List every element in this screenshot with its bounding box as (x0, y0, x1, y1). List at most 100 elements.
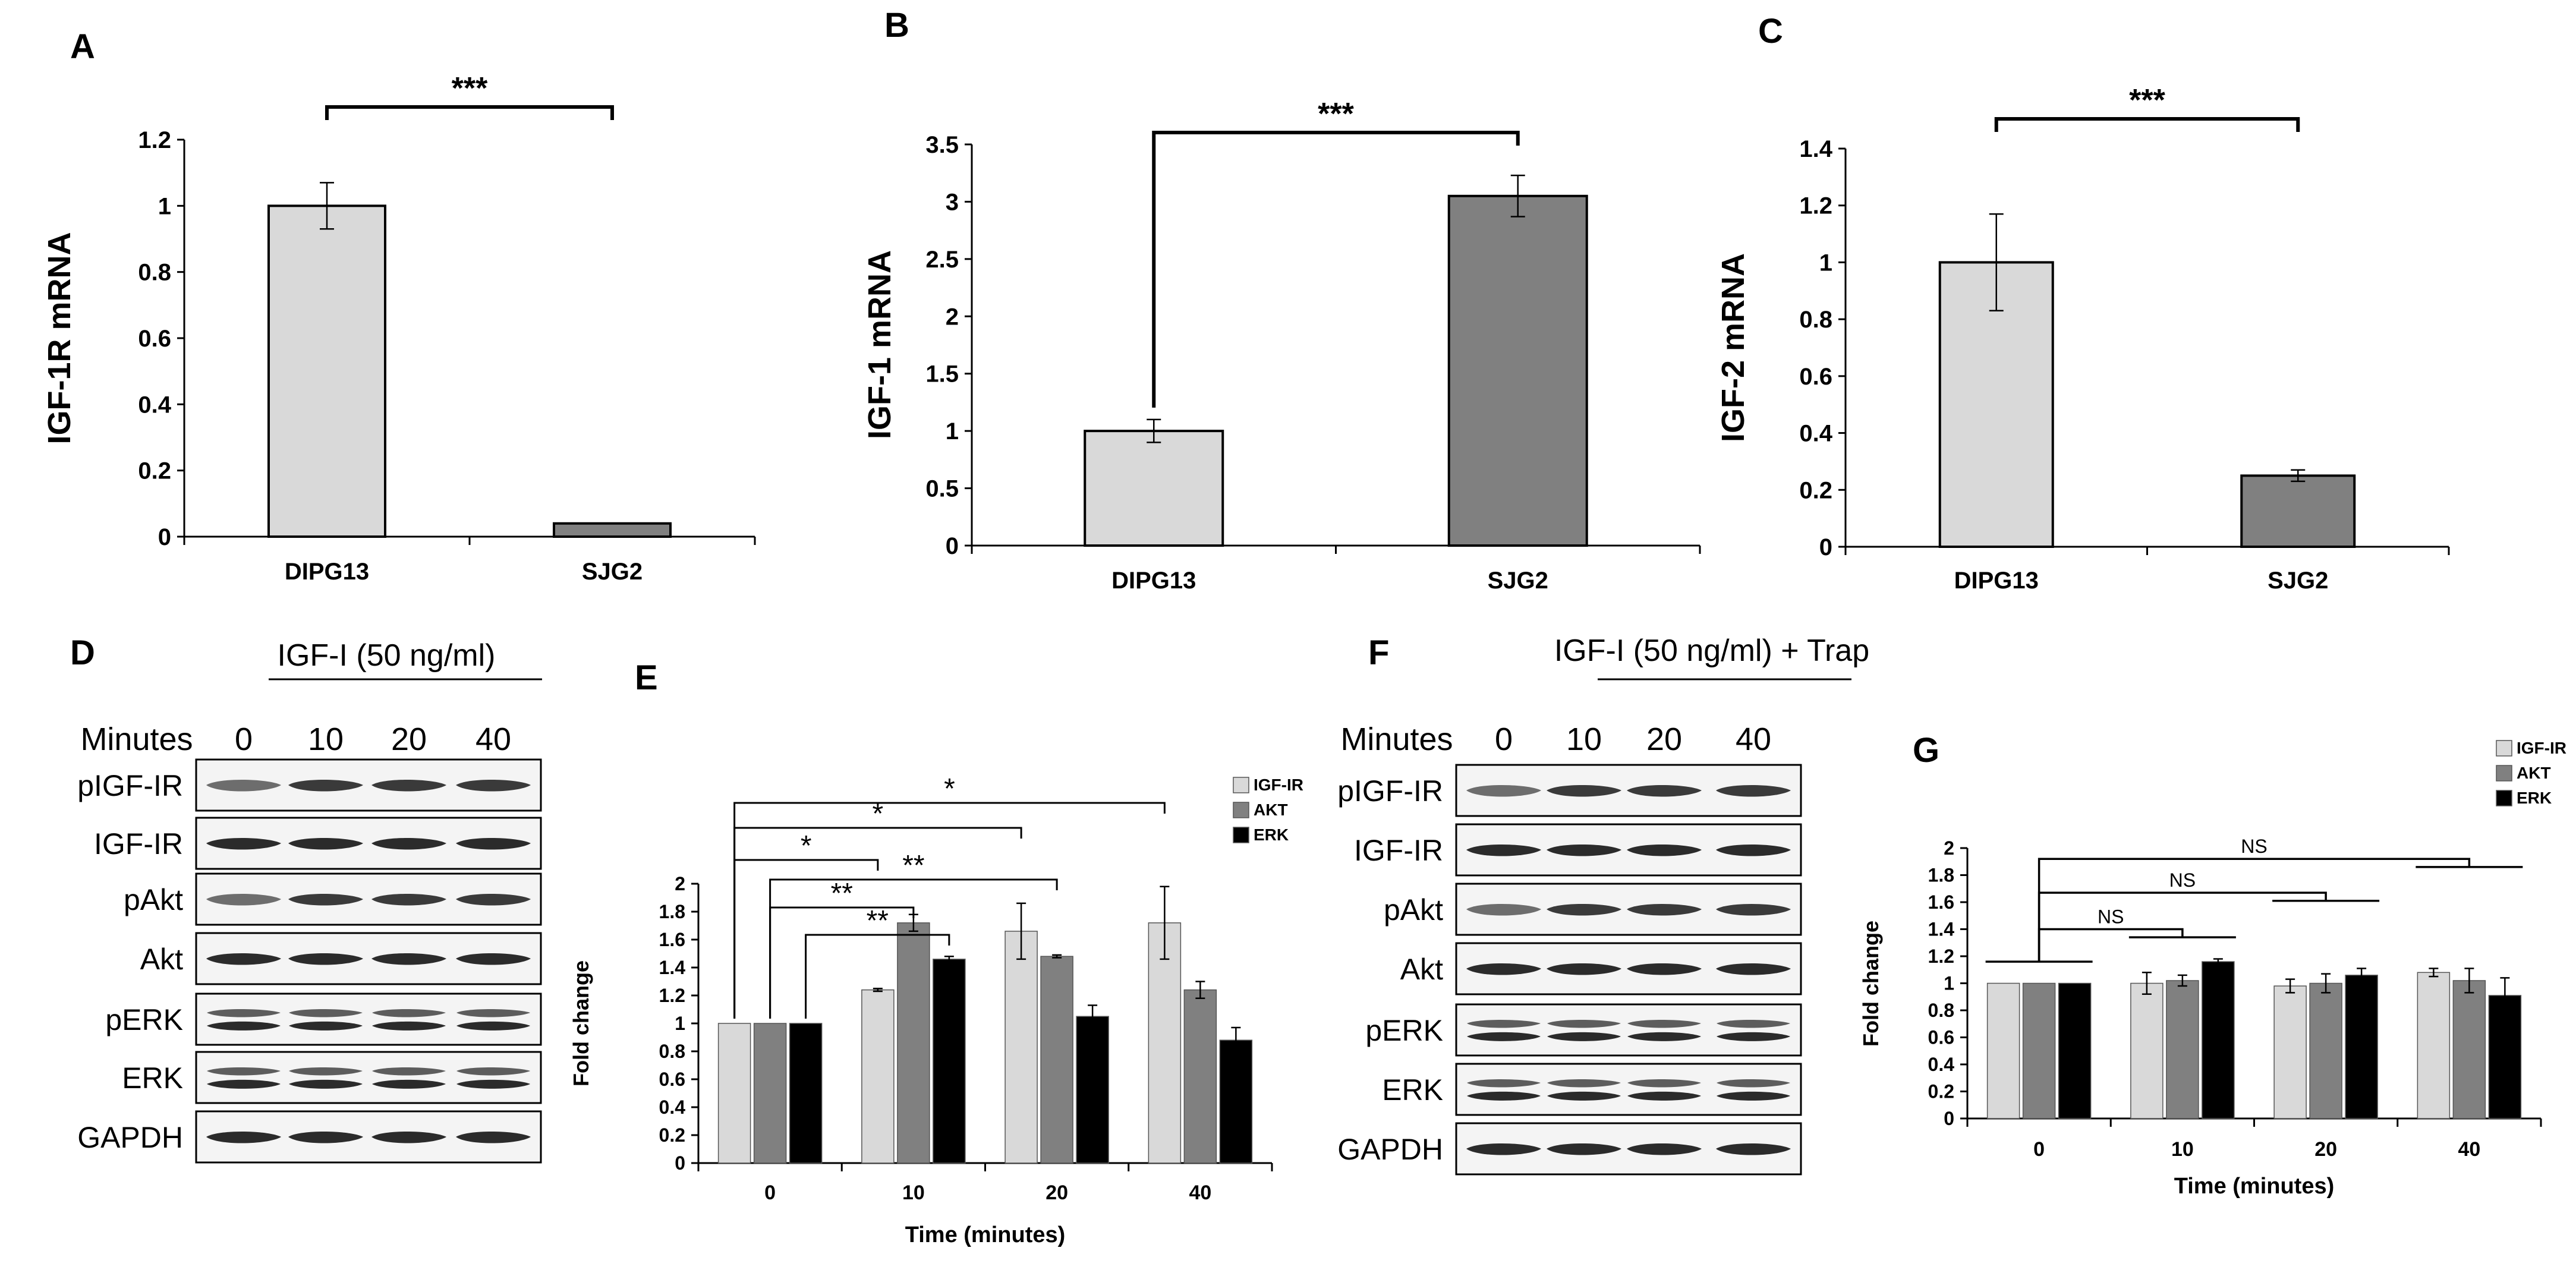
y-tick-label: 0.6 (138, 326, 171, 352)
blot-band (456, 893, 531, 906)
blot-band (1627, 963, 1702, 975)
y-axis-label: IGF-2 mRNA (1715, 253, 1751, 442)
y-tick-label: 0.8 (138, 260, 171, 286)
protein-label: pIGF-IR (77, 769, 183, 802)
blot-band (372, 1067, 446, 1076)
blot-band (1466, 903, 1541, 916)
y-axis-label: Fold change (1859, 921, 1883, 1047)
blot-band (1547, 1019, 1621, 1028)
blot-band (1627, 1079, 1701, 1088)
y-tick-label: 1 (675, 1013, 685, 1034)
y-tick-label: 0.4 (138, 392, 171, 418)
timepoint-label: 10 (308, 721, 344, 757)
bar-erk-10 (933, 959, 966, 1164)
y-tick-label: 1.4 (659, 957, 686, 978)
legend-swatch-erk (2496, 790, 2512, 806)
significance-label: *** (452, 71, 488, 106)
y-axis-label: IGF-1R mRNA (42, 232, 77, 444)
blot-band (456, 953, 531, 965)
treatment-label: IGF-I (50 ng/ml) + Trap (1554, 634, 1869, 668)
blot-band (1717, 1019, 1790, 1028)
y-tick-label: 0.8 (659, 1041, 685, 1062)
bar-erk-0 (789, 1023, 823, 1164)
bar-erk-20 (1076, 1016, 1109, 1164)
minutes-label: Minutes (1340, 721, 1453, 757)
y-tick-label: 1.2 (138, 127, 171, 153)
blot-band (1627, 784, 1702, 797)
significance-label: NS (2241, 836, 2267, 857)
significance-bracket (1994, 117, 2300, 132)
blot-band (1627, 1032, 1701, 1041)
blot-band (1717, 1091, 1790, 1101)
blot-band (456, 1009, 530, 1017)
y-tick-label: 0 (946, 533, 959, 559)
y-tick-label: 0.5 (925, 476, 959, 502)
significance-bracket (733, 859, 879, 1019)
treatment-label: IGF-I (50 ng/ml) (278, 638, 496, 673)
panel-label-g: G (1913, 731, 1939, 770)
y-tick-label: 1.2 (1799, 193, 1832, 219)
x-tick-label: 40 (2458, 1138, 2480, 1161)
blot-band (1627, 1091, 1701, 1101)
blot-band (1547, 844, 1621, 856)
blot-band (288, 779, 363, 792)
y-tick-label: 0 (675, 1152, 685, 1174)
significance-bracket (805, 934, 950, 1019)
blot-band (206, 837, 281, 850)
bar-akt-40 (2452, 980, 2486, 1119)
x-tick-label: 40 (1189, 1181, 1211, 1204)
blot-band (1547, 1143, 1621, 1155)
y-tick-label: 2.5 (925, 247, 959, 273)
legend-swatch-akt (2496, 765, 2512, 782)
blot-band (207, 1079, 281, 1089)
blot-band (1716, 963, 1791, 975)
y-tick-label: 0 (1819, 534, 1832, 560)
bar-igf-ir-20 (2273, 985, 2307, 1119)
blot-band (288, 953, 363, 965)
significance-bracket (1152, 131, 1520, 408)
blot-band (456, 837, 531, 850)
blot-band (1467, 1019, 1541, 1028)
chart-a: 0 0.2 0.4 0.6 0.8 1 1.2 DIPG13 SJG2 IGF-1R mRNA **… (42, 71, 756, 585)
blot-band (1627, 903, 1702, 916)
y-tick-label: 1.8 (1928, 865, 1954, 886)
y-tick-label: 0.8 (1799, 307, 1832, 333)
blot-band (371, 779, 446, 792)
panel-label-c: C (1758, 12, 1783, 51)
x-tick-label: 10 (2171, 1138, 2194, 1161)
protein-label: GAPDH (77, 1121, 183, 1154)
bar-igf-ir-0 (1986, 982, 2020, 1119)
blot-band (288, 893, 363, 906)
blot-band (289, 1021, 363, 1031)
blot-band (1467, 1091, 1541, 1101)
y-tick-label: 1.6 (1928, 891, 1954, 913)
timepoint-label: 0 (235, 721, 253, 757)
y-tick-label: 1.4 (1799, 136, 1832, 162)
blot-band (207, 1067, 281, 1076)
chart-b: 0 0.5 1 1.5 2 2.5 3 3.5 DIPG13 SJG2 IGF-1 mRNA *** (862, 97, 1701, 594)
blot-band (371, 1131, 446, 1143)
blot-band (207, 1009, 281, 1017)
legend-label-erk: ERK (2517, 789, 2552, 807)
blot-band (288, 1131, 363, 1143)
blot-band (1547, 1091, 1621, 1101)
panel-label-b: B (884, 6, 909, 45)
bar-sjg2 (1447, 194, 1588, 547)
blot-band (1466, 963, 1541, 975)
y-tick-label: 1.6 (659, 929, 685, 950)
blot-band (289, 1009, 363, 1017)
blot-band (371, 893, 446, 906)
protein-label: pAkt (124, 883, 183, 916)
legend-swatch-erk (1233, 827, 1249, 843)
significance-label: NS (2098, 906, 2124, 928)
blot-band (1717, 1032, 1790, 1041)
protein-label: IGF-IR (94, 827, 183, 861)
x-tick-label: SJG2 (1488, 568, 1548, 594)
blot-band (1547, 1079, 1621, 1088)
protein-label: pERK (1365, 1014, 1443, 1047)
bar-akt-0 (753, 1023, 787, 1164)
significance-label: ** (867, 905, 889, 937)
x-tick-label: 0 (764, 1181, 776, 1204)
x-tick-label: 20 (1045, 1181, 1068, 1204)
x-tick-label: DIPG13 (1111, 568, 1196, 594)
